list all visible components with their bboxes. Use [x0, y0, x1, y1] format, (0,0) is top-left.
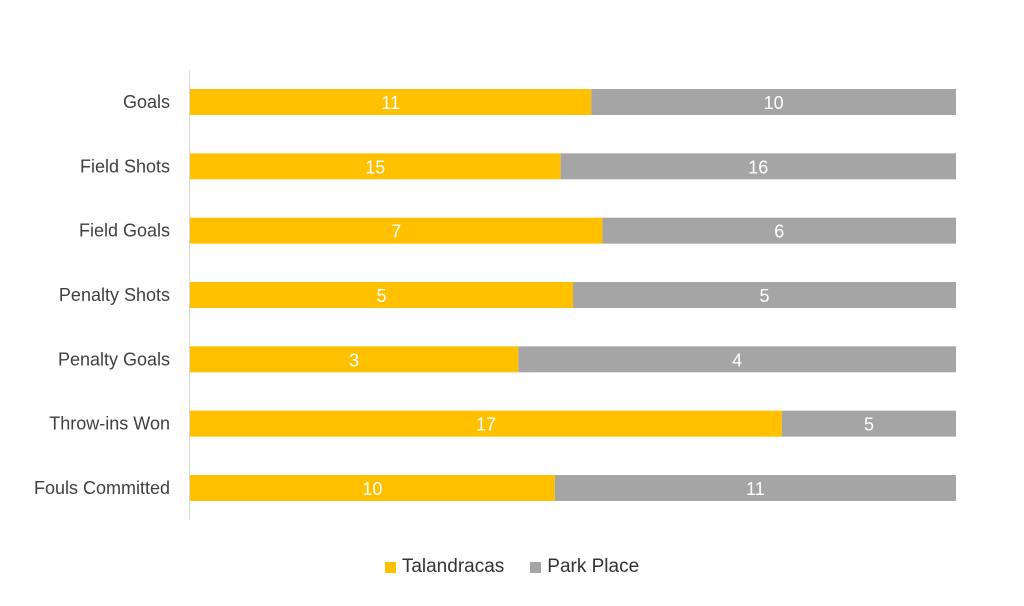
data-label: 10	[362, 479, 382, 499]
category-label: Field Shots	[80, 156, 170, 176]
data-label: 4	[732, 350, 742, 370]
data-label: 17	[476, 415, 496, 435]
data-label: 7	[391, 222, 401, 242]
legend-label-series-2: Park Place	[547, 556, 640, 577]
category-label: Throw-ins Won	[49, 414, 170, 434]
data-label: 6	[774, 222, 784, 242]
legend-label-series-1: Talandracas	[401, 556, 505, 577]
legend-swatch-series-1	[384, 561, 396, 573]
category-label: Penalty Goals	[58, 349, 170, 369]
data-label: 5	[864, 415, 874, 435]
data-label: 11	[381, 93, 400, 113]
bar-segment-series-2	[591, 89, 956, 115]
legend: Talandracas Park Place	[0, 553, 1024, 581]
legend-item-series-2: Park Place	[530, 556, 639, 578]
data-label: 3	[349, 350, 359, 370]
data-label: 10	[764, 93, 784, 113]
bar-segment-series-2	[560, 153, 956, 180]
bar-segment-series-2	[554, 474, 956, 501]
bar-segment-series-2	[573, 281, 956, 308]
data-label: 16	[748, 157, 768, 177]
data-label: 5	[376, 286, 386, 306]
bar-segment-series-1	[190, 474, 555, 501]
bar-segment-series-1	[190, 89, 592, 115]
bar-segment-series-1	[190, 410, 782, 437]
bar-segment-series-2	[781, 410, 956, 437]
data-label: 15	[365, 157, 385, 177]
bar-segment-series-1	[190, 346, 519, 373]
bar-segment-series-1	[190, 281, 573, 308]
data-label: 5	[759, 286, 769, 306]
legend-swatch-series-2	[530, 561, 542, 573]
bar-segment-series-1	[190, 217, 603, 244]
bar-segment-series-1	[190, 153, 561, 180]
category-label: Fouls Committed	[34, 478, 170, 498]
category-label: Penalty Shots	[59, 285, 170, 305]
category-label: Goals	[123, 92, 170, 112]
category-label: Field Goals	[79, 221, 170, 241]
data-label: 11	[746, 479, 765, 499]
bar-segment-series-2	[602, 217, 956, 244]
bar-segment-series-2	[518, 346, 956, 373]
legend-item-series-1: Talandracas	[384, 556, 505, 578]
